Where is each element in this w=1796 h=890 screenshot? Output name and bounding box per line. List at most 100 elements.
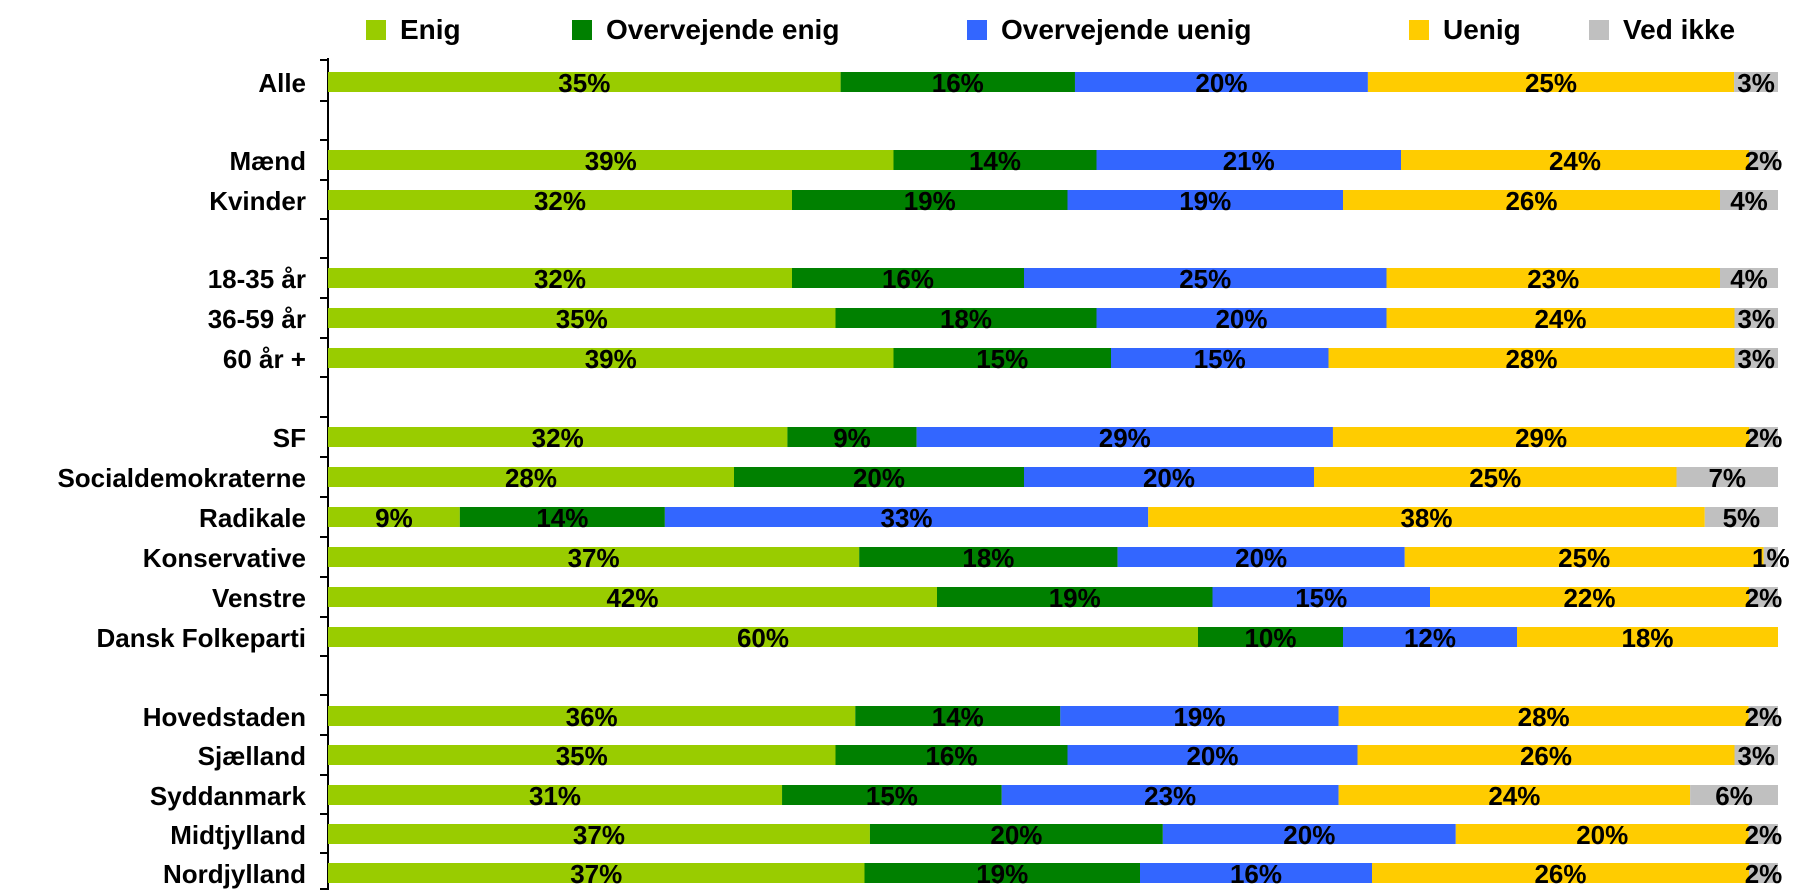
data-label: 20%: [1143, 463, 1195, 493]
data-label: 25%: [1525, 68, 1577, 98]
data-label: 15%: [976, 344, 1028, 374]
bar-segment: [1117, 547, 1405, 567]
bar-segment: [1111, 348, 1329, 368]
legend-label: Enig: [400, 14, 461, 45]
data-label: 14%: [969, 146, 1021, 176]
legend-swatch: [1409, 20, 1429, 40]
data-label: 2%: [1745, 583, 1783, 613]
data-label: 2%: [1745, 820, 1783, 850]
data-label: 24%: [1534, 304, 1586, 334]
bar-segment: [459, 507, 665, 527]
bar-segment: [328, 547, 860, 567]
data-label: 9%: [375, 503, 413, 533]
bar-row: 36-59 år 35% 18% 20% 24% 3%: [208, 304, 1778, 334]
category-label: Konservative: [143, 543, 306, 573]
category-label: Hovedstaden: [143, 702, 306, 732]
data-label: 3%: [1737, 304, 1775, 334]
data-label: 25%: [1179, 264, 1231, 294]
data-label: 4%: [1730, 264, 1768, 294]
bar-row: Radikale 9% 14% 33% 38% 5%: [199, 503, 1778, 533]
bar-row: Midtjylland 37% 20% 20% 20% 2%: [170, 820, 1782, 850]
bar-segment: [1748, 824, 1778, 844]
data-label: 37%: [568, 543, 620, 573]
data-label: 24%: [1549, 146, 1601, 176]
data-label: 20%: [1576, 820, 1628, 850]
bar-segment: [1067, 190, 1343, 210]
data-label: 33%: [881, 503, 933, 533]
data-label: 15%: [866, 781, 918, 811]
bar-segment: [1338, 785, 1691, 805]
bar-segment: [1763, 547, 1778, 567]
bar-segment: [1690, 785, 1778, 805]
bar-row: Alle 35% 16% 20% 25% 3%: [258, 68, 1778, 98]
bar-segment: [1734, 72, 1778, 92]
bar-segment: [328, 507, 460, 527]
bar-segment: [792, 268, 1024, 288]
bar-segment: [1748, 706, 1778, 726]
data-label: 7%: [1708, 463, 1746, 493]
bar-row: Sjælland 35% 16% 20% 26% 3%: [198, 741, 1778, 771]
data-label: 2%: [1745, 859, 1783, 889]
bar-segment: [1357, 745, 1735, 765]
data-label: 16%: [932, 68, 984, 98]
bar-segment: [1096, 150, 1401, 170]
bar-segment: [1749, 427, 1778, 447]
data-label: 3%: [1737, 741, 1775, 771]
data-label: 35%: [556, 304, 608, 334]
data-label: 26%: [1520, 741, 1572, 771]
legend-item: Enig: [366, 10, 461, 50]
bar-segment: [328, 348, 894, 368]
bar-segment: [835, 308, 1097, 328]
bar-segment: [787, 427, 917, 447]
legend-swatch: [1589, 20, 1609, 40]
data-label: 28%: [1518, 702, 1570, 732]
bar-segment: [1704, 507, 1778, 527]
data-label: 3%: [1737, 68, 1775, 98]
data-label: 19%: [1179, 186, 1231, 216]
bar-segment: [782, 785, 1002, 805]
bar-segment: [1517, 627, 1778, 647]
bar-row: Mænd 39% 14% 21% 24% 2%: [229, 146, 1782, 176]
bar-segment: [1096, 308, 1387, 328]
data-label: 2%: [1745, 146, 1783, 176]
legend-item: Overvejende uenig: [967, 10, 1252, 50]
bar-segment: [1455, 824, 1749, 844]
bar-row: SF 32% 9% 29% 29% 2%: [273, 423, 1783, 453]
bar-segment: [1140, 863, 1372, 883]
bar-segment: [937, 587, 1213, 607]
bar-row: Syddanmark 31% 15% 23% 24% 6%: [150, 781, 1778, 811]
bar-segment: [1734, 308, 1778, 328]
bar-segment: [328, 467, 734, 487]
data-label: 29%: [1515, 423, 1567, 453]
data-label: 21%: [1223, 146, 1275, 176]
bar-row: 60 år + 39% 15% 15% 28% 3%: [223, 344, 1778, 374]
data-label: 9%: [833, 423, 871, 453]
data-label: 23%: [1144, 781, 1196, 811]
bar-segment: [1343, 627, 1517, 647]
bar-segment: [869, 824, 1163, 844]
bar-segment: [734, 467, 1024, 487]
data-label: 26%: [1534, 859, 1586, 889]
data-label: 4%: [1730, 186, 1768, 216]
bar-segment: [1401, 150, 1749, 170]
bar-row: Nordjylland 37% 19% 16% 26% 2%: [163, 859, 1782, 889]
legend-swatch: [572, 20, 592, 40]
bar-segment: [893, 348, 1111, 368]
bar-segment: [1024, 268, 1387, 288]
data-label: 60%: [737, 623, 789, 653]
bar-segment: [855, 706, 1061, 726]
data-label: 20%: [1195, 68, 1247, 98]
data-label: 20%: [1283, 820, 1335, 850]
bar-segment: [1328, 348, 1735, 368]
data-label: 35%: [558, 68, 610, 98]
bar-segment: [1749, 587, 1778, 607]
data-label: 20%: [990, 820, 1042, 850]
bar-segment: [1720, 268, 1778, 288]
data-label: 36%: [566, 702, 618, 732]
data-label: 24%: [1488, 781, 1540, 811]
bar-segment: [1198, 627, 1343, 647]
bar-segment: [1148, 507, 1705, 527]
legend-label: Overvejende enig: [606, 14, 840, 45]
data-label: 29%: [1099, 423, 1151, 453]
